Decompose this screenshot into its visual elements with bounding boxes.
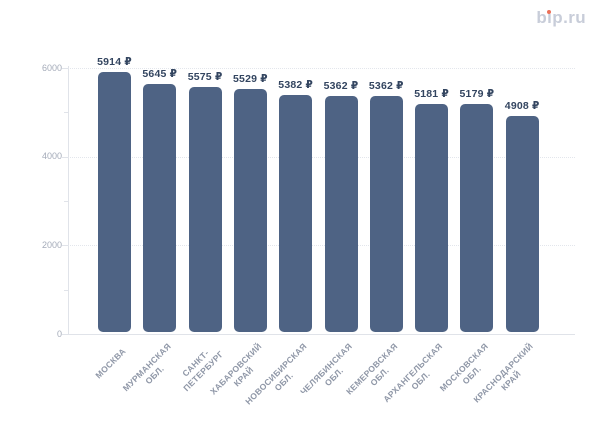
- y-axis-tick-label: 6000: [41, 62, 62, 73]
- gridline-2000: [68, 245, 575, 247]
- x-axis-label: КРАСНОДАРСКИЙ КРАЙ: [471, 341, 536, 405]
- bar-10[interactable]: [505, 116, 539, 333]
- bar-value-label: 5179 ₽: [459, 88, 495, 101]
- x-axis-line: [68, 334, 575, 335]
- y-axis-major-tick: [62, 245, 68, 247]
- logo-text: bip.ru: [536, 8, 586, 27]
- bar-3[interactable]: [188, 86, 222, 333]
- y-axis-major-tick: [62, 68, 68, 69]
- y-axis-minor-tick: [64, 289, 68, 291]
- bar-7[interactable]: [369, 96, 403, 333]
- gridline-4000: [68, 156, 575, 158]
- bar-4[interactable]: [233, 88, 267, 333]
- bar-value-label: 5382 ₽: [278, 79, 314, 92]
- bar-value-label: 5914 ₽: [97, 55, 132, 68]
- bar-value-label: 5362 ₽: [323, 80, 359, 93]
- logo-accent-dot-icon: [547, 9, 552, 14]
- y-axis-tick-label: 2000: [41, 239, 62, 250]
- bar-value-label: 5645 ₽: [142, 67, 178, 80]
- y-axis-major-tick: [62, 156, 68, 158]
- x-axis-label-anchor: КРАСНОДАРСКИЙ КРАЙ: [328, 341, 536, 405]
- bar-6[interactable]: [324, 96, 358, 333]
- bar-5[interactable]: [279, 95, 313, 333]
- bar-value-label: 5575 ₽: [187, 70, 223, 83]
- bar-value-label: 5181 ₽: [414, 88, 449, 101]
- gridline-6000: [68, 68, 575, 69]
- bar-8[interactable]: [415, 104, 449, 333]
- bar-value-label: 5362 ₽: [368, 80, 404, 93]
- y-axis-tick-label: 0: [56, 328, 62, 339]
- y-axis-tick-label: 4000: [41, 151, 62, 162]
- bar-value-label: 5529 ₽: [232, 72, 268, 85]
- bar-2[interactable]: [143, 83, 177, 333]
- y-axis-major-tick: [62, 334, 68, 335]
- y-axis-minor-tick: [64, 201, 68, 202]
- bar-1[interactable]: [98, 71, 131, 333]
- y-axis-line: [68, 66, 69, 334]
- y-axis-minor-tick: [64, 112, 68, 114]
- bar-9[interactable]: [460, 104, 494, 333]
- bip-ru-logo[interactable]: bip.ru: [536, 8, 586, 28]
- bar-value-label: 4908 ₽: [504, 100, 540, 113]
